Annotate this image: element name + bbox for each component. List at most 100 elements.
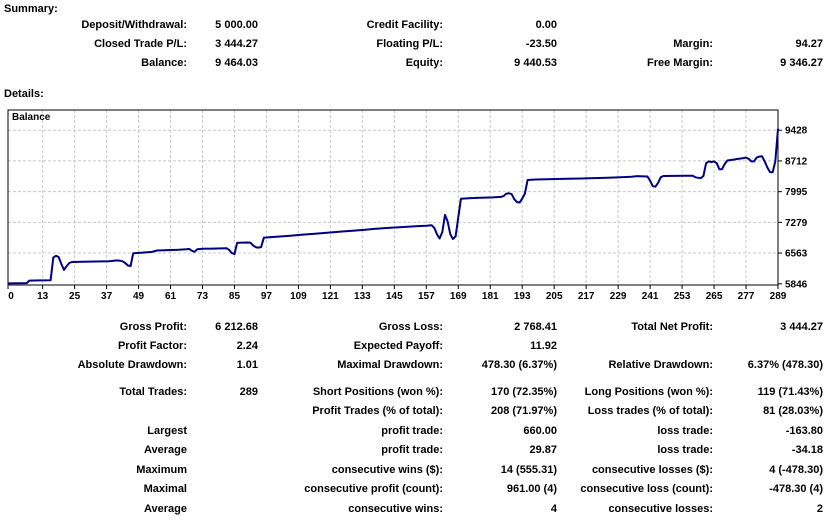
detail-label: Profit Trades (% of total): bbox=[312, 405, 443, 417]
svg-text:145: 145 bbox=[386, 291, 403, 302]
detail-value: 170 (72.35%) bbox=[490, 386, 557, 398]
svg-text:157: 157 bbox=[418, 291, 435, 302]
svg-text:265: 265 bbox=[706, 291, 723, 302]
detail-label: Maximal Drawdown: bbox=[337, 359, 443, 371]
summary-value: 9 346.27 bbox=[780, 57, 823, 69]
summary-value: -23.50 bbox=[525, 38, 557, 50]
detail-row: Maximal consecutive profit (count): 961.… bbox=[0, 483, 830, 496]
summary-label: Free Margin: bbox=[646, 57, 713, 69]
detail-label: consecutive loss (count): bbox=[580, 483, 713, 495]
detail-value: 2 bbox=[816, 503, 823, 515]
summary-value: 3 444.27 bbox=[215, 38, 258, 50]
summary-label: Credit Facility: bbox=[366, 19, 443, 31]
summary-value: 9 440.53 bbox=[514, 57, 557, 69]
summary-label: Closed Trade P/L: bbox=[94, 38, 187, 50]
detail-row: Largest profit trade: 660.00 loss trade:… bbox=[0, 425, 830, 438]
detail-value: -478.30 (4) bbox=[769, 483, 823, 495]
summary-value: 0.00 bbox=[535, 19, 557, 31]
svg-text:133: 133 bbox=[354, 291, 371, 302]
svg-text:6563: 6563 bbox=[785, 249, 808, 260]
svg-text:7279: 7279 bbox=[785, 218, 808, 229]
detail-value: 4 (-478.30) bbox=[769, 464, 823, 476]
detail-value: 2.24 bbox=[236, 340, 258, 352]
detail-label: consecutive profit (count): bbox=[304, 483, 443, 495]
detail-value: 3 444.27 bbox=[780, 321, 823, 333]
svg-text:253: 253 bbox=[674, 291, 691, 302]
summary-value: 9 464.03 bbox=[215, 57, 258, 69]
svg-text:5846: 5846 bbox=[785, 279, 808, 290]
detail-value: 208 (71.97%) bbox=[490, 405, 557, 417]
detail-value: 11.92 bbox=[530, 340, 557, 352]
summary-label: Deposit/Withdrawal: bbox=[81, 19, 187, 31]
details-heading: Details: bbox=[4, 88, 44, 100]
detail-label: Total Net Profit: bbox=[631, 321, 713, 333]
detail-label: Average bbox=[143, 503, 187, 515]
summary-value: 5 000.00 bbox=[215, 19, 258, 31]
svg-text:7995: 7995 bbox=[785, 187, 808, 198]
detail-label: consecutive losses ($): bbox=[591, 464, 713, 476]
detail-label: Relative Drawdown: bbox=[608, 359, 713, 371]
svg-text:61: 61 bbox=[165, 291, 177, 302]
detail-label: loss trade: bbox=[657, 425, 713, 437]
detail-label: Maximal bbox=[143, 483, 187, 495]
svg-text:229: 229 bbox=[610, 291, 627, 302]
detail-label: Average bbox=[143, 444, 187, 456]
detail-row: Absolute Drawdown: 1.01 Maximal Drawdown… bbox=[0, 359, 830, 372]
svg-text:13: 13 bbox=[37, 291, 49, 302]
detail-value: 6 212.68 bbox=[215, 321, 258, 333]
detail-label: Profit Factor: bbox=[117, 340, 187, 352]
summary-row: Closed Trade P/L: 3 444.27 Floating P/L:… bbox=[0, 38, 830, 51]
summary-row: Balance: 9 464.03 Equity: 9 440.53 Free … bbox=[0, 57, 830, 70]
svg-text:169: 169 bbox=[450, 291, 467, 302]
summary-value: 94.27 bbox=[795, 38, 823, 50]
svg-text:181: 181 bbox=[482, 291, 499, 302]
detail-row: Average consecutive wins: 4 consecutive … bbox=[0, 503, 830, 516]
detail-label: consecutive losses: bbox=[608, 503, 713, 515]
detail-row: Average profit trade: 29.87 loss trade: … bbox=[0, 444, 830, 457]
svg-text:289: 289 bbox=[770, 291, 787, 302]
detail-row: Gross Profit: 6 212.68 Gross Loss: 2 768… bbox=[0, 321, 830, 334]
svg-text:217: 217 bbox=[578, 291, 595, 302]
detail-value: 289 bbox=[239, 386, 258, 398]
svg-text:49: 49 bbox=[133, 291, 145, 302]
detail-row: Profit Factor: 2.24 Expected Payoff: 11.… bbox=[0, 340, 830, 353]
detail-value: 1.01 bbox=[236, 359, 258, 371]
summary-label: Margin: bbox=[673, 38, 713, 50]
detail-value: 4 bbox=[550, 503, 557, 515]
detail-row: Profit Trades (% of total): 208 (71.97%)… bbox=[0, 405, 830, 418]
summary-label: Balance: bbox=[141, 57, 187, 69]
detail-label: Gross Profit: bbox=[119, 321, 187, 333]
chart-series-label: Balance bbox=[12, 112, 51, 123]
summary-label: Floating P/L: bbox=[376, 38, 443, 50]
summary-row: Deposit/Withdrawal: 5 000.00 Credit Faci… bbox=[0, 19, 830, 32]
balance-chart-svg: 5846 6563 7279 7995 8712 9428 0 13 25 37 49 61 73 85 9… bbox=[7, 109, 808, 302]
svg-text:9428: 9428 bbox=[785, 126, 808, 137]
svg-text:109: 109 bbox=[290, 291, 307, 302]
detail-value: 6.37% (478.30) bbox=[747, 359, 823, 371]
svg-text:97: 97 bbox=[261, 291, 273, 302]
svg-text:193: 193 bbox=[514, 291, 531, 302]
detail-label: loss trade: bbox=[657, 444, 713, 456]
svg-text:8712: 8712 bbox=[785, 156, 808, 167]
svg-text:37: 37 bbox=[101, 291, 113, 302]
svg-text:121: 121 bbox=[322, 291, 339, 302]
detail-value: 119 (71.43%) bbox=[757, 386, 823, 398]
detail-label: Absolute Drawdown: bbox=[77, 359, 187, 371]
summary-label: Equity: bbox=[405, 57, 443, 69]
detail-label: consecutive wins ($): bbox=[331, 464, 443, 476]
detail-label: Total Trades: bbox=[119, 386, 187, 398]
detail-value: 29.87 bbox=[529, 444, 557, 456]
svg-text:73: 73 bbox=[197, 291, 209, 302]
detail-row: Total Trades: 289 Short Positions (won %… bbox=[0, 386, 830, 399]
detail-value: -34.18 bbox=[791, 444, 823, 456]
detail-label: Loss trades (% of total): bbox=[587, 405, 713, 417]
detail-label: Maximum bbox=[136, 464, 187, 476]
svg-text:241: 241 bbox=[642, 291, 659, 302]
detail-value: -163.80 bbox=[785, 425, 823, 437]
detail-label: Largest bbox=[147, 425, 187, 437]
svg-text:277: 277 bbox=[738, 291, 755, 302]
svg-text:85: 85 bbox=[229, 291, 241, 302]
svg-text:205: 205 bbox=[546, 291, 563, 302]
detail-label: profit trade: bbox=[381, 444, 443, 456]
